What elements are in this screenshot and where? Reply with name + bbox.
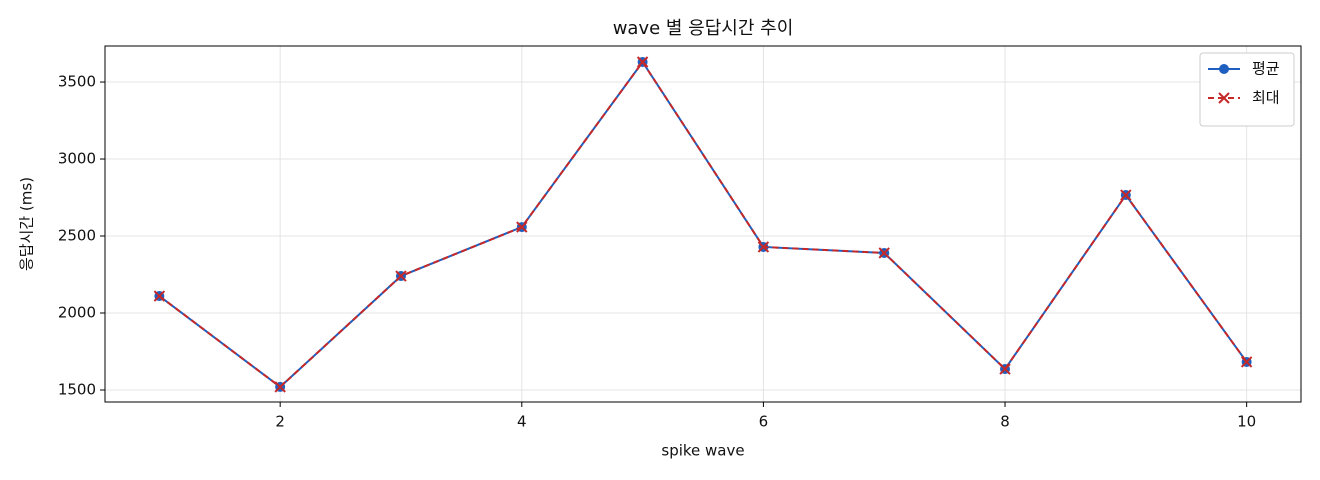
y-tick-label: 2000 xyxy=(58,304,96,322)
legend-box xyxy=(1199,52,1295,127)
marker xyxy=(274,381,286,393)
x-tick-label: 6 xyxy=(759,413,769,431)
marker xyxy=(395,270,407,282)
x-tick-label: 8 xyxy=(1000,413,1010,431)
legend-marker xyxy=(1219,64,1229,74)
y-tick-label: 3500 xyxy=(58,73,96,91)
x-tick-label: 2 xyxy=(275,413,285,431)
y-axis-label: 응답시간 (ms) xyxy=(18,177,36,271)
plot-frame xyxy=(104,45,1302,403)
y-tick-label: 2500 xyxy=(58,227,96,245)
series-line xyxy=(158,60,1248,389)
legend-marker xyxy=(1218,92,1230,104)
x-tick-label: 10 xyxy=(1237,413,1256,431)
legend-label: 최대 xyxy=(1252,89,1280,107)
legend-label: 평균 xyxy=(1252,60,1280,78)
y-tick-label: 1500 xyxy=(58,380,96,398)
marker xyxy=(757,241,770,253)
marker xyxy=(153,290,166,302)
marker xyxy=(999,363,1011,375)
marker xyxy=(1120,189,1132,201)
marker xyxy=(636,56,649,68)
plot xyxy=(153,56,1253,393)
marker xyxy=(1240,356,1253,368)
x-tick-label: 4 xyxy=(517,413,527,431)
marker xyxy=(878,247,890,259)
chart-title: wave 별 응답시간 추이 xyxy=(613,18,794,39)
grid xyxy=(105,46,1301,402)
x-axis-label: spike wave xyxy=(661,442,744,460)
marker xyxy=(516,221,528,233)
y-tick-label: 3000 xyxy=(58,150,96,168)
